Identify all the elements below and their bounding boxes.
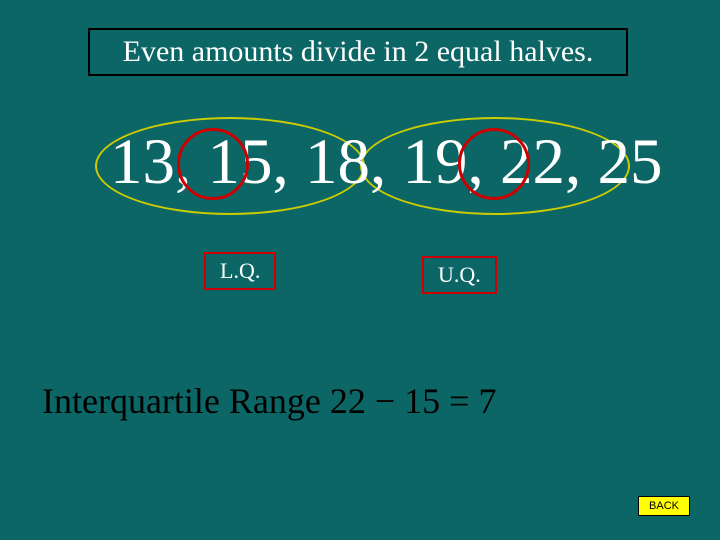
- iqr-statement: Interquartile Range 22 − 15 = 7: [42, 380, 496, 422]
- uq-label-box: U.Q.: [422, 256, 497, 294]
- numbers-container: 13, 15, 18, 19, 22, 25: [110, 125, 610, 225]
- title-box: Even amounts divide in 2 equal halves.: [88, 28, 628, 76]
- ellipse-lq-highlight: [177, 128, 249, 200]
- lq-label-box: L.Q.: [204, 252, 276, 290]
- lq-label: L.Q.: [220, 258, 260, 283]
- back-button-label: BACK: [649, 500, 679, 512]
- title-text: Even amounts divide in 2 equal halves.: [123, 35, 594, 69]
- ellipse-uq-highlight: [458, 128, 530, 200]
- back-button[interactable]: BACK: [638, 496, 690, 516]
- uq-label: U.Q.: [438, 262, 481, 287]
